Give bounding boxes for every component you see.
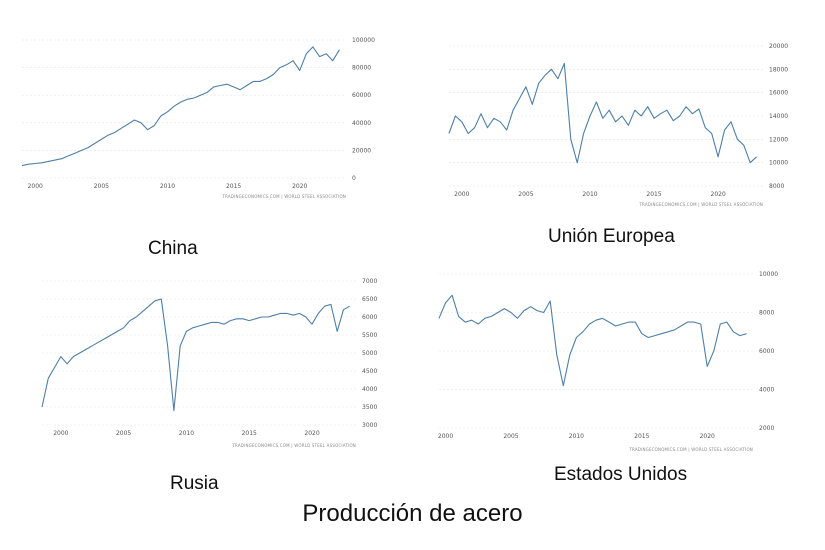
source-note: TRADINGECONOMICS.COM | WORLD STEEL ASSOC… <box>638 202 763 207</box>
china-chart: 0 20000 40000 60000 80000 100000 2000 2005 2010 2… <box>8 30 378 215</box>
y-tick-label: 16000 <box>769 90 788 97</box>
x-tick-label: 2000 <box>53 430 68 437</box>
x-tick-label: 2010 <box>569 433 584 440</box>
y-tick-label: 4000 <box>759 387 774 394</box>
series-line <box>448 62 757 164</box>
y-tick-label: 4500 <box>362 368 377 375</box>
source-note: TRADINGECONOMICS.COM | WORLD STEEL ASSOC… <box>231 443 356 448</box>
x-tick-label: 2015 <box>226 183 241 190</box>
union-europea-chart-svg: 8000 10000 12000 14000 16000 18000 20000 2000 20… <box>448 43 788 207</box>
estados-unidos-chart-svg: 2000 4000 6000 8000 10000 2000 2005 2010 2015 202… <box>438 271 778 452</box>
y-tick-label: 5000 <box>362 350 377 357</box>
y-tick-label: 60000 <box>352 92 371 99</box>
y-tick-label: 6000 <box>362 314 377 321</box>
y-tick-label: 4000 <box>362 386 377 393</box>
series-line <box>41 298 350 412</box>
x-tick-label: 2020 <box>700 433 715 440</box>
y-tick-label: 3500 <box>362 404 377 411</box>
estados-unidos-chart: 2000 4000 6000 8000 10000 2000 2005 2010 2015 202… <box>435 268 800 458</box>
union-europea-caption: Unión Europea <box>548 226 675 247</box>
x-tick-label: 2010 <box>160 183 175 190</box>
y-tick-label: 14000 <box>769 113 788 120</box>
y-tick-label: 100000 <box>352 37 375 44</box>
rusia-caption: Rusia <box>170 473 219 494</box>
china-chart-svg: 0 20000 40000 60000 80000 100000 2000 2005 2010 2… <box>21 37 375 199</box>
y-tick-label: 40000 <box>352 120 371 127</box>
china-caption: China <box>148 238 198 259</box>
x-tick-label: 2010 <box>179 430 194 437</box>
y-tick-label: 8000 <box>769 183 784 190</box>
y-tick-label: 10000 <box>759 271 778 278</box>
y-tick-label: 20000 <box>769 43 788 50</box>
y-tick-label: 0 <box>352 175 356 182</box>
source-note: TRADINGECONOMICS.COM | WORLD STEEL ASSOC… <box>221 194 346 199</box>
x-tick-label: 2020 <box>304 430 319 437</box>
y-tick-label: 6000 <box>759 348 774 355</box>
rusia-chart-svg: 3000 3500 4000 4500 5000 5500 6000 6500 7000 2000… <box>41 278 377 448</box>
y-tick-label: 18000 <box>769 66 788 73</box>
source-note: TRADINGECONOMICS.COM | WORLD STEEL ASSOC… <box>628 447 753 452</box>
y-tick-label: 20000 <box>352 147 371 154</box>
y-tick-label: 8000 <box>759 310 774 317</box>
x-tick-label: 2000 <box>28 183 43 190</box>
y-tick-label: 5500 <box>362 332 377 339</box>
x-tick-label: 2015 <box>242 430 257 437</box>
x-tick-label: 2000 <box>438 433 453 440</box>
main-title: Producción de acero <box>302 500 523 527</box>
estados-unidos-caption: Estados Unidos <box>554 464 688 485</box>
x-tick-label: 2020 <box>711 191 726 198</box>
y-tick-label: 80000 <box>352 65 371 72</box>
y-tick-label: 7000 <box>362 278 377 285</box>
x-tick-label: 2005 <box>94 183 109 190</box>
series-line <box>438 294 747 387</box>
series-line <box>21 46 340 167</box>
union-europea-chart: 8000 10000 12000 14000 16000 18000 20000 2000 20… <box>445 38 795 213</box>
x-tick-label: 2000 <box>454 191 469 198</box>
y-tick-label: 3000 <box>362 422 377 429</box>
y-tick-label: 2000 <box>759 425 774 432</box>
x-tick-label: 2015 <box>646 191 661 198</box>
x-tick-label: 2005 <box>116 430 131 437</box>
x-tick-label: 2020 <box>292 183 307 190</box>
x-tick-label: 2015 <box>634 433 649 440</box>
rusia-chart: 3000 3500 4000 4500 5000 5500 6000 6500 7000 2000… <box>38 275 388 460</box>
x-tick-label: 2010 <box>582 191 597 198</box>
y-tick-label: 12000 <box>769 136 788 143</box>
x-tick-label: 2005 <box>503 433 518 440</box>
y-tick-label: 10000 <box>769 160 788 167</box>
x-tick-label: 2005 <box>518 191 533 198</box>
y-tick-label: 6500 <box>362 296 377 303</box>
